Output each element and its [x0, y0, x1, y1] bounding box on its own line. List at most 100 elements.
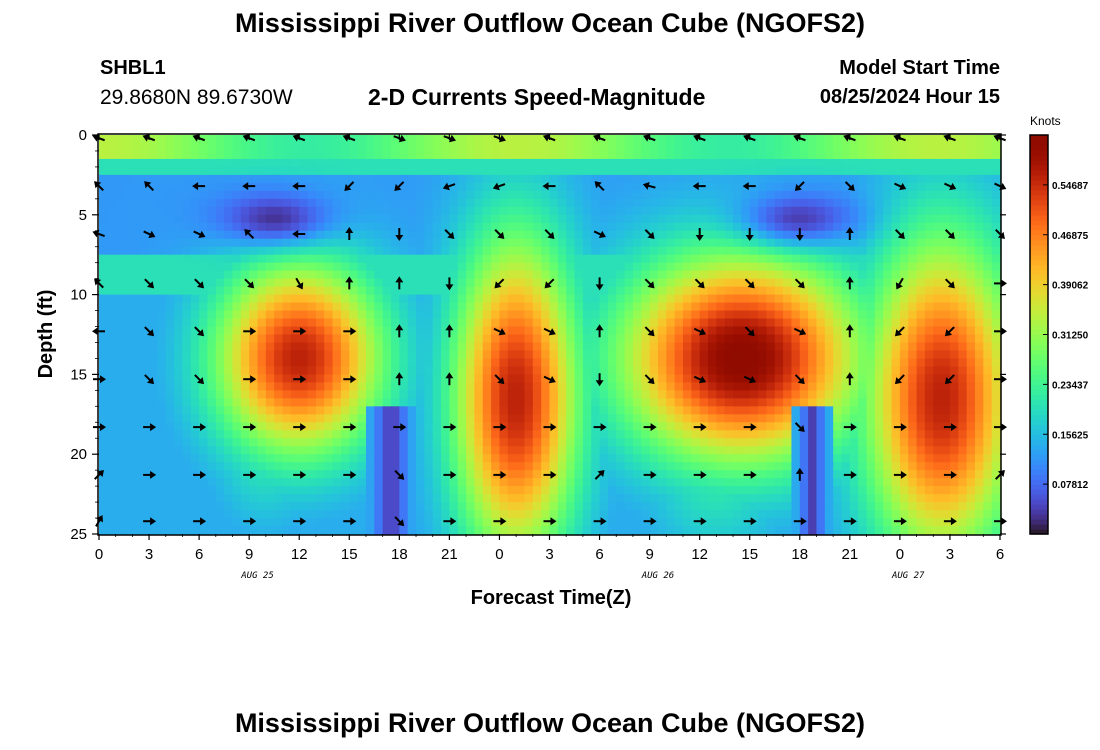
heatmap-cell	[858, 366, 868, 375]
heatmap-cell	[966, 182, 976, 192]
heatmap-cell	[374, 278, 384, 288]
heatmap-cell	[632, 486, 642, 495]
heatmap-cell	[799, 382, 809, 391]
heatmap-cell	[140, 198, 150, 208]
heatmap-cell	[207, 230, 217, 240]
heatmap-cell	[666, 222, 676, 232]
heatmap-cell	[115, 438, 125, 447]
heatmap-cell	[616, 390, 626, 399]
heatmap-cell	[382, 446, 392, 455]
heatmap-cell	[924, 262, 934, 272]
heatmap-cell	[499, 374, 509, 383]
heatmap-cell	[733, 158, 742, 168]
heatmap-cell	[883, 246, 893, 256]
heatmap-cell	[441, 214, 450, 224]
heatmap-cell	[474, 414, 484, 423]
heatmap-cell	[733, 390, 742, 399]
heatmap-cell	[416, 326, 425, 336]
heatmap-cell	[591, 438, 601, 447]
heatmap-cell	[532, 446, 542, 455]
heatmap-cell	[958, 478, 968, 487]
heatmap-cell	[657, 254, 667, 264]
heatmap-cell	[207, 158, 217, 168]
heatmap-cell	[207, 270, 217, 280]
heatmap-cell	[941, 222, 951, 232]
heatmap-cell	[891, 446, 901, 455]
heatmap-cell	[808, 374, 818, 383]
heatmap-cell	[124, 310, 133, 320]
heatmap-cell	[340, 366, 350, 375]
heatmap-cell	[99, 294, 108, 304]
heatmap-cell	[499, 150, 509, 160]
heatmap-cell	[532, 486, 542, 495]
heatmap-cell	[991, 342, 1001, 352]
heatmap-cell	[657, 326, 667, 336]
heatmap-cell	[132, 454, 142, 463]
heatmap-cell	[507, 398, 517, 407]
heatmap-cell	[332, 374, 342, 383]
heatmap-cell	[899, 238, 909, 248]
heatmap-cell	[699, 414, 709, 423]
heatmap-cell	[749, 238, 759, 248]
heatmap-cell	[682, 262, 692, 272]
heatmap-cell	[966, 462, 976, 471]
heatmap-cell	[374, 326, 384, 336]
heatmap-cell	[874, 182, 884, 192]
heatmap-cell	[841, 334, 851, 344]
heatmap-cell	[774, 326, 784, 336]
heatmap-cell	[591, 366, 601, 375]
heatmap-cell	[532, 334, 542, 344]
heatmap-cell	[591, 166, 601, 176]
heatmap-cell	[357, 422, 367, 431]
heatmap-cell	[666, 326, 676, 336]
heatmap-cell	[365, 246, 375, 256]
heatmap-cell	[182, 342, 192, 352]
heatmap-cell	[274, 166, 284, 176]
heatmap-cell	[441, 358, 450, 368]
heatmap-cell	[424, 294, 434, 304]
heatmap-cell	[674, 486, 684, 495]
heatmap-cell	[399, 198, 409, 208]
heatmap-cell	[582, 254, 592, 264]
heatmap-cell	[833, 142, 843, 152]
heatmap-cell	[699, 406, 709, 415]
heatmap-cell	[574, 278, 584, 288]
heatmap-cell	[382, 166, 392, 176]
heatmap-cell	[416, 294, 425, 304]
heatmap-cell	[649, 302, 659, 312]
heatmap-cell	[866, 486, 876, 495]
heatmap-cell	[474, 230, 484, 240]
heatmap-cell	[374, 166, 384, 176]
heatmap-cell	[532, 286, 542, 296]
heatmap-cell	[290, 238, 300, 248]
heatmap-cell	[699, 214, 709, 224]
heatmap-cell	[441, 286, 450, 296]
heatmap-cell	[532, 382, 542, 391]
heatmap-cell	[207, 294, 217, 304]
heatmap-cell	[149, 286, 158, 296]
heatmap-cell	[599, 278, 609, 288]
heatmap-cell	[791, 150, 801, 160]
heatmap-cell	[357, 286, 367, 296]
heatmap-cell	[399, 350, 409, 360]
heatmap-cell	[724, 478, 734, 487]
heatmap-cell	[858, 390, 868, 399]
heatmap-cell	[282, 150, 292, 160]
heatmap-cell	[474, 438, 484, 447]
heatmap-cell	[766, 294, 776, 304]
heatmap-cell	[340, 350, 350, 360]
heatmap-cell	[482, 398, 492, 407]
heatmap-cell	[107, 350, 117, 360]
heatmap-cell	[115, 494, 125, 503]
heatmap-cell	[240, 238, 250, 248]
heatmap-cell	[349, 462, 359, 471]
heatmap-cell	[215, 446, 225, 455]
heatmap-cell	[157, 158, 167, 168]
heatmap-cell	[182, 414, 192, 423]
heatmap-cell	[516, 454, 526, 463]
heatmap-cell	[824, 326, 834, 336]
heatmap-cell	[249, 150, 259, 160]
heatmap-cell	[983, 454, 993, 463]
heatmap-cell	[924, 358, 934, 368]
heatmap-cell	[507, 230, 517, 240]
